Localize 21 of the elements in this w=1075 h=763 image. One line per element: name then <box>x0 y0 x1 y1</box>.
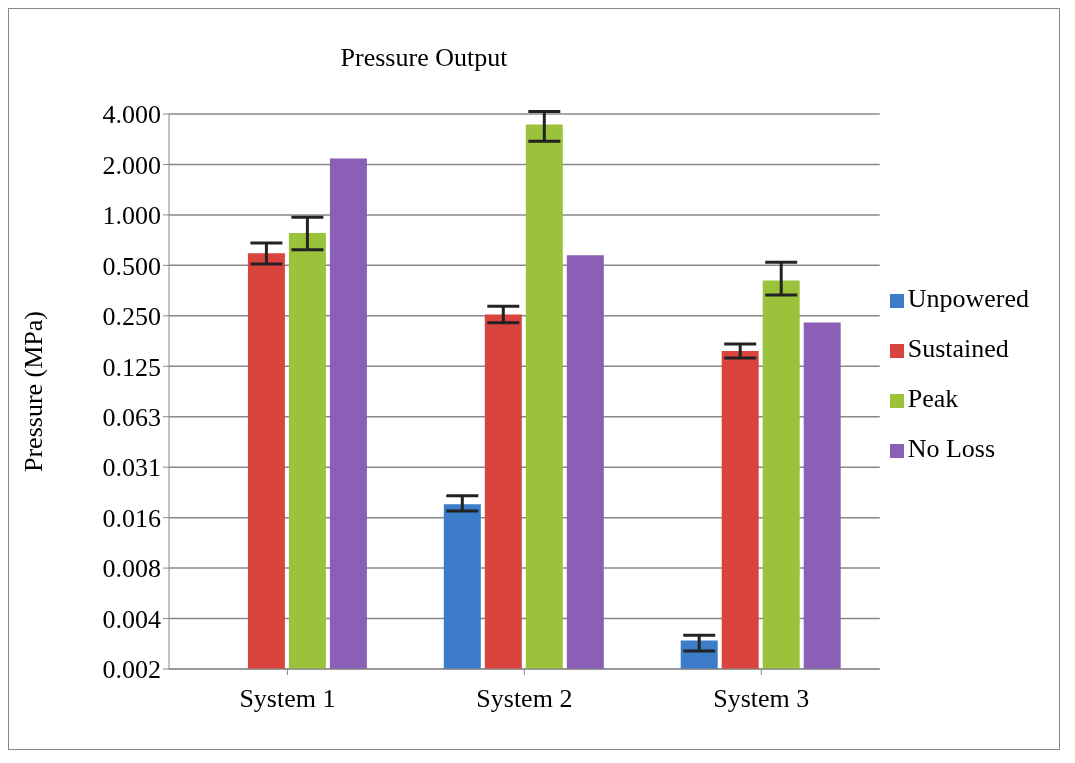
y-tick-label: 0.008 <box>102 554 161 584</box>
y-tick-label: 2.000 <box>102 150 161 180</box>
x-tick-label: System 3 <box>713 684 810 714</box>
x-tick-label: System 1 <box>239 684 336 714</box>
y-tick-label: 0.004 <box>102 604 161 634</box>
legend-label: No Loss <box>907 434 996 463</box>
y-tick-label: 0.500 <box>102 251 161 281</box>
y-tick-label: 0.031 <box>102 453 161 483</box>
y-tick-label: 0.125 <box>102 352 161 382</box>
y-tick-label: 0.250 <box>102 302 161 332</box>
y-tick-label: 0.016 <box>102 503 161 533</box>
y-tick-label: 0.063 <box>102 402 161 432</box>
y-tick-label: 4.000 <box>102 100 161 130</box>
legend-label: Unpowered <box>907 284 1029 313</box>
legend-label: Peak <box>907 384 959 413</box>
y-tick-label: 0.002 <box>102 655 161 685</box>
y-tick-label: 1.000 <box>102 201 161 231</box>
legend-label: Sustained <box>907 334 1009 363</box>
chart-title: Pressure Output <box>339 43 509 73</box>
x-tick-label: System 2 <box>476 684 573 714</box>
y-axis-title: Pressure (MPa) <box>19 310 49 473</box>
